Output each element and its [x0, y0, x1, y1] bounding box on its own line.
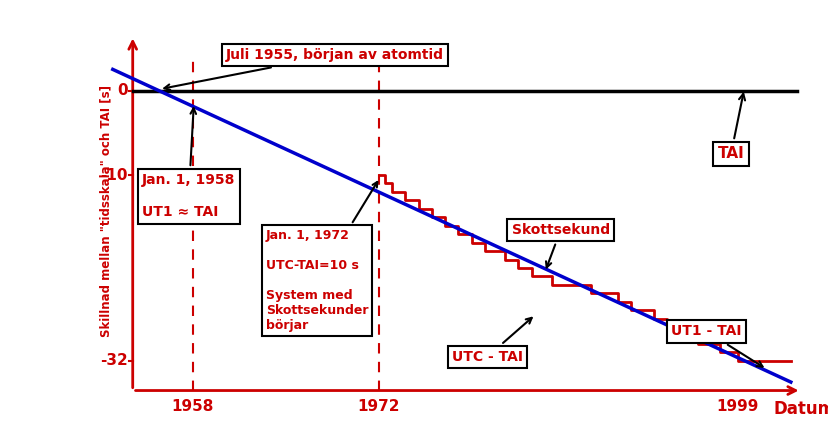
Text: 0: 0: [117, 83, 128, 98]
Text: UTC - TAI: UTC - TAI: [451, 318, 531, 364]
Text: 1999: 1999: [715, 399, 758, 414]
Text: TAI: TAI: [717, 94, 744, 161]
Text: Jan. 1, 1972

UTC-TAI=10 s

System med
Skottsekunder
börjar: Jan. 1, 1972 UTC-TAI=10 s System med Sko…: [265, 182, 377, 332]
Text: Datum: Datum: [773, 400, 828, 418]
Text: 1958: 1958: [171, 399, 214, 414]
Text: 1972: 1972: [357, 399, 399, 414]
Text: -10: -10: [100, 168, 128, 182]
Text: Skillnad mellan "tidsskala" och TAI [s]: Skillnad mellan "tidsskala" och TAI [s]: [99, 85, 113, 337]
Text: Jan. 1, 1958

UT1 ≈ TAI: Jan. 1, 1958 UT1 ≈ TAI: [142, 108, 235, 220]
Text: Skottsekund: Skottsekund: [511, 223, 609, 267]
Text: UT1 - TAI: UT1 - TAI: [671, 324, 762, 366]
Text: -32: -32: [99, 353, 128, 368]
Text: Juli 1955, början av atomtid: Juli 1955, början av atomtid: [164, 48, 443, 90]
